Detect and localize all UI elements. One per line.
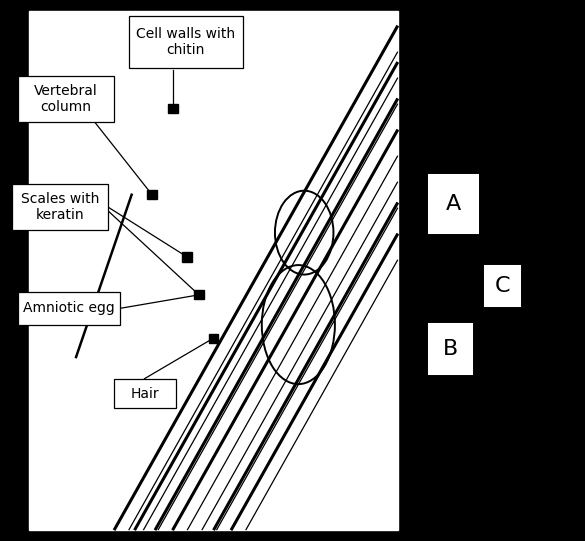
Bar	[427, 173, 480, 235]
Bar	[12, 184, 108, 230]
Bar	[18, 292, 120, 325]
Text: Scales with
keratin: Scales with keratin	[21, 192, 99, 222]
Bar	[114, 379, 176, 408]
Text: Hair: Hair	[130, 387, 159, 400]
Text: C: C	[495, 276, 510, 296]
Text: Amniotic egg: Amniotic egg	[23, 301, 115, 315]
Bar	[427, 322, 474, 376]
Bar	[129, 16, 243, 68]
Bar	[18, 76, 114, 122]
Text: Cell walls with
chitin: Cell walls with chitin	[136, 27, 235, 57]
Text: A: A	[446, 194, 461, 214]
Bar	[167, 103, 178, 113]
Bar	[147, 190, 157, 199]
Text: Vertebral
column: Vertebral column	[34, 84, 98, 114]
Bar	[194, 290, 204, 300]
Bar	[208, 333, 219, 343]
Bar	[483, 264, 522, 308]
Bar	[183, 252, 192, 261]
Bar	[29, 11, 398, 530]
Text: B: B	[443, 339, 458, 359]
